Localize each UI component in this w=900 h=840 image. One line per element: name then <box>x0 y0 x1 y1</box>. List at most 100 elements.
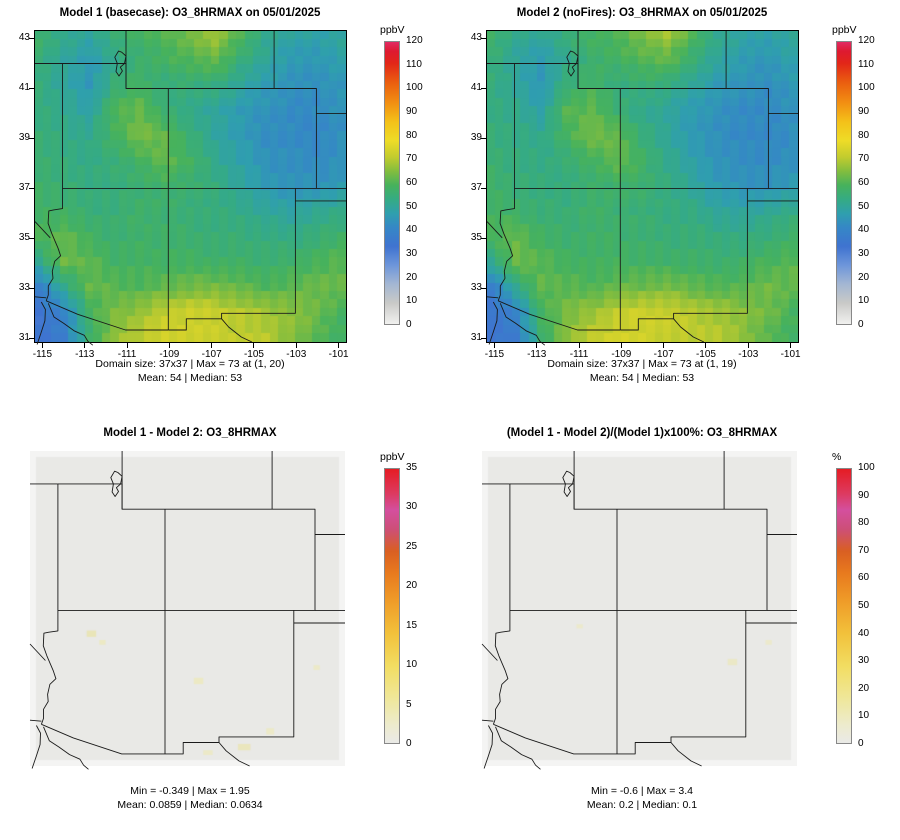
panel-title: Model 2 (noFires): O3_8HRMAX on 05/01/20… <box>516 7 768 19</box>
y-tick-label: 41 <box>18 82 30 94</box>
stats-line1: Min = -0.349 | Max = 1.95 <box>130 785 250 797</box>
state-outlines-overlay <box>34 31 346 346</box>
x-tick-mark <box>790 342 792 348</box>
panel-title: Model 1 (basecase): O3_8HRMAX on 05/01/2… <box>59 7 321 19</box>
colorbar-tick-label: 80 <box>858 129 870 141</box>
colorbar-tick-label: 100 <box>406 82 423 94</box>
colorbar-tick-label: 15 <box>406 619 418 631</box>
x-tick-mark <box>705 342 707 348</box>
x-tick-label: -101 <box>328 349 349 360</box>
y-tick-mark <box>481 37 487 39</box>
colorbar-tick-label: 10 <box>406 659 418 671</box>
colorbar-tick-label: 70 <box>858 153 870 165</box>
colorbar-tick-label: 70 <box>858 544 870 556</box>
y-tick-label: 43 <box>470 32 482 44</box>
x-tick-mark <box>536 342 538 348</box>
x-tick-mark <box>41 342 43 348</box>
y-tick-label: 37 <box>470 182 482 194</box>
y-tick-label: 33 <box>470 282 482 294</box>
colorbar-tick-label: 40 <box>858 627 870 639</box>
map-plot-area: 31 33 35 37 39 41 43 -115 -113 -111 -109 -107 -105 -1… <box>19 30 349 360</box>
colorbar-tick-label: 10 <box>858 295 870 307</box>
y-tick-label: 43 <box>18 32 30 44</box>
colorbar-tick-label: 30 <box>858 248 870 259</box>
colorbar-tick-label: 40 <box>406 224 418 236</box>
y-tick-label: 31 <box>18 332 30 344</box>
y-tick-mark <box>481 237 487 239</box>
colorbar-tick-label: 35 <box>406 462 418 473</box>
colorbar-tick-label: 120 <box>858 35 875 46</box>
colorbar-tick-label: 60 <box>858 572 870 584</box>
y-tick-mark <box>29 237 35 239</box>
colorbar-tick-label: 20 <box>406 271 418 283</box>
colorbar-tick-label: 10 <box>406 295 418 307</box>
colorbar-tick-label: 20 <box>858 682 870 694</box>
stats-line1: Min = -0.6 | Max = 3.4 <box>591 785 693 797</box>
colorbar <box>384 468 400 744</box>
panel-difference: Model 1 - Model 2: O3_8HRMAX ppbV 0 5 10 15… <box>0 420 452 840</box>
colorbar-unit-label: ppbV <box>380 24 405 36</box>
panel-title: Model 1 - Model 2: O3_8HRMAX <box>103 427 277 439</box>
x-tick-mark <box>578 342 580 348</box>
heatmap-canvas <box>482 451 797 766</box>
colorbar-tick-label: 100 <box>858 462 875 473</box>
y-tick-mark <box>29 87 35 89</box>
colorbar <box>384 41 400 325</box>
x-tick-label: -103 <box>286 349 307 360</box>
y-tick-mark <box>29 337 35 339</box>
y-tick-label: 41 <box>470 82 482 94</box>
colorbar-tick-label: 80 <box>858 517 870 529</box>
y-tick-label: 35 <box>470 232 482 244</box>
stats-line2: Mean: 0.2 | Median: 0.1 <box>586 799 698 811</box>
colorbar-tick-label: 0 <box>406 738 412 749</box>
colorbar <box>836 41 852 325</box>
y-tick-mark <box>481 337 487 339</box>
y-tick-label: 31 <box>470 332 482 344</box>
panel-stats: Min = -0.349 | Max = 1.95 Mean: 0.0859 |… <box>0 784 380 812</box>
stats-line1: Domain size: 37x37 | Max = 73 at (1, 19) <box>547 358 737 370</box>
colorbar-tick-label: 0 <box>858 738 864 749</box>
x-tick-label: -105 <box>695 349 716 360</box>
colorbar-wrap: ppbV 0 10 20 30 40 50 60 70 80 90 100 110 120 <box>380 24 423 330</box>
colorbar-tick-label: 80 <box>406 129 418 141</box>
stats-line1: Domain size: 37x37 | Max = 73 at (1, 20) <box>95 358 285 370</box>
colorbar-tick-label: 5 <box>406 698 412 710</box>
colorbar-tick-label: 90 <box>406 106 418 117</box>
colorbar-tick-label: 60 <box>406 177 418 188</box>
y-tick-mark <box>29 287 35 289</box>
x-tick-label: -109 <box>159 349 180 360</box>
map-plot-area <box>29 451 345 770</box>
x-tick-label: -111 <box>117 349 137 360</box>
panel-stats: Domain size: 37x37 | Max = 73 at (1, 20)… <box>0 357 380 385</box>
colorbar-tick-label: 50 <box>858 200 870 212</box>
panel-stats: Min = -0.6 | Max = 3.4 Mean: 0.2 | Media… <box>452 784 832 812</box>
colorbar-tick-label: 0 <box>406 319 412 330</box>
heatmap-canvas <box>30 451 345 766</box>
x-tick-label: -115 <box>484 349 505 360</box>
y-tick-label: 37 <box>18 182 30 194</box>
x-tick-mark <box>493 342 495 348</box>
x-tick-mark <box>338 342 340 348</box>
colorbar-tick-label: 90 <box>858 106 870 117</box>
colorbar <box>836 468 852 744</box>
colorbar-tick-label: 110 <box>858 58 874 70</box>
y-tick-mark <box>481 287 487 289</box>
x-tick-label: -101 <box>780 349 801 360</box>
x-tick-mark <box>663 342 665 348</box>
map-plot-area <box>481 451 797 770</box>
map-plot-area: 31 33 35 37 39 41 43 -115 -113 -111 -109 -107 -105 -1… <box>471 30 801 360</box>
x-tick-mark <box>168 342 170 348</box>
colorbar-tick-label: 0 <box>858 319 864 330</box>
colorbar-unit-label: ppbV <box>832 24 857 36</box>
state-outlines-overlay <box>486 31 798 346</box>
colorbar-tick-label: 60 <box>858 177 870 188</box>
colorbar-tick-label: 25 <box>406 540 418 552</box>
x-tick-label: -103 <box>738 349 759 360</box>
x-tick-label: -107 <box>653 349 674 360</box>
x-tick-label: -113 <box>75 349 95 360</box>
x-tick-mark <box>253 342 255 348</box>
y-tick-label: 39 <box>470 132 482 144</box>
colorbar-tick-label: 40 <box>858 224 870 236</box>
colorbar-wrap: % 0 10 20 30 40 50 60 70 80 90 100 <box>832 451 875 749</box>
